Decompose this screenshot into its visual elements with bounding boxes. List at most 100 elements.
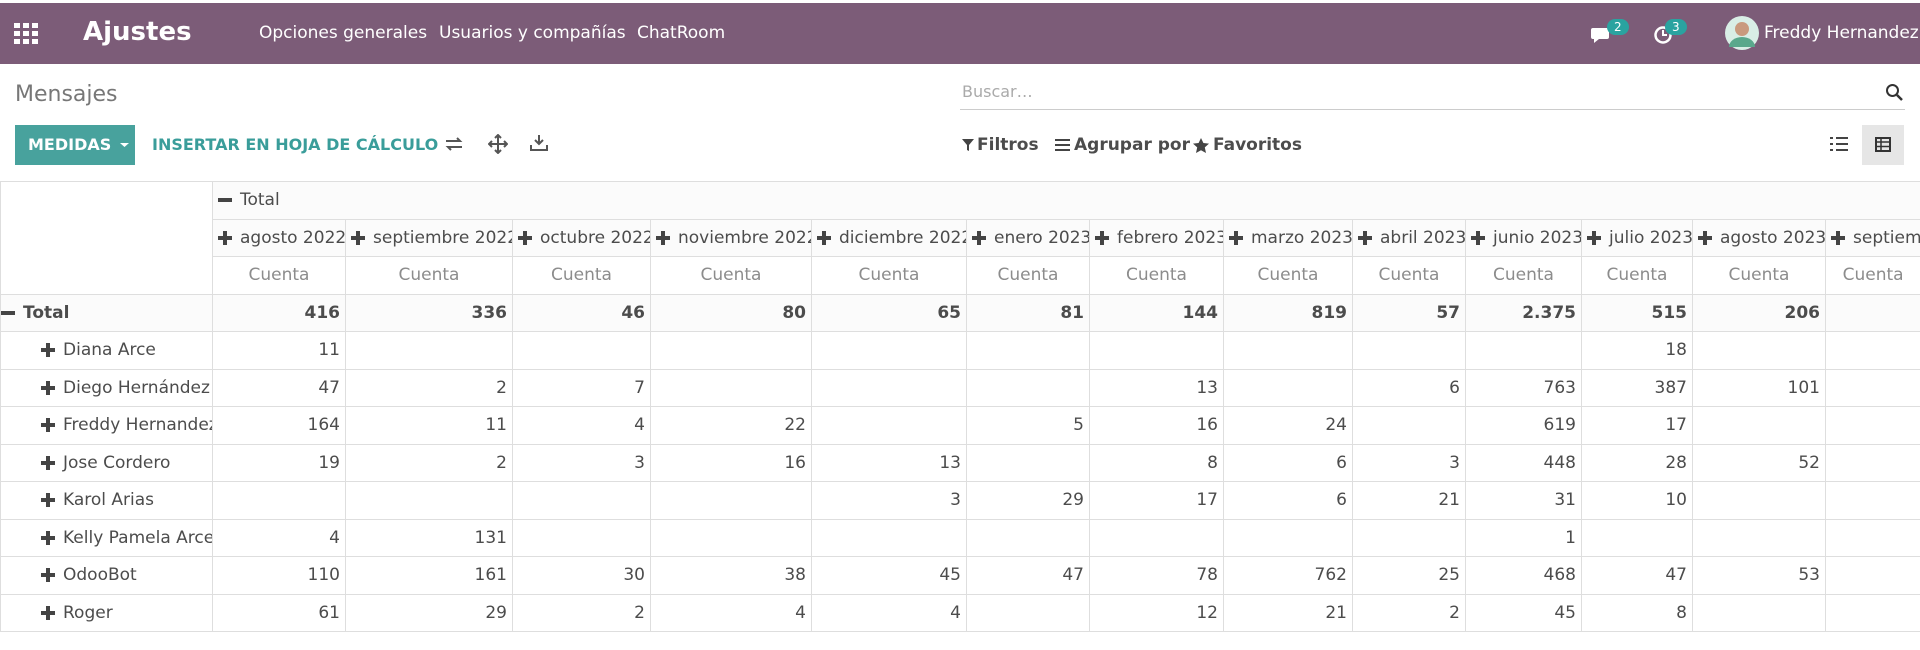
cell: 4 [650, 593, 812, 632]
download-icon[interactable] [530, 134, 548, 152]
user-name[interactable]: Freddy Hernandez [1764, 23, 1919, 43]
column-header[interactable]: septiembre 2023 [1824, 218, 1920, 257]
cell-value: 38 [784, 565, 806, 586]
cell: 46 [512, 293, 651, 332]
row-header[interactable]: Karol Arias [0, 481, 213, 520]
search-icon[interactable] [1885, 83, 1903, 101]
cell: 29 [345, 593, 513, 632]
row-label: Diana Arce [63, 340, 156, 361]
cell [966, 368, 1090, 407]
cell-value: 4 [795, 602, 806, 623]
favorites-button[interactable]: Favoritos [1193, 135, 1302, 155]
cell [1824, 368, 1920, 407]
cell: 5 [966, 406, 1090, 445]
cell-value: 4 [950, 602, 961, 623]
column-header[interactable]: abril 2023 [1352, 218, 1466, 257]
favorites-label: Favoritos [1213, 135, 1302, 155]
filters-button[interactable]: Filtros [962, 135, 1039, 155]
cell: 416 [212, 293, 346, 332]
cell-value: 61 [318, 602, 340, 623]
measures-button[interactable]: MEDIDAS [15, 125, 135, 165]
cell: 45 [811, 556, 967, 595]
column-total-header[interactable]: Total [211, 181, 1920, 220]
menu-item[interactable]: Opciones generales [259, 23, 428, 43]
cell [512, 481, 651, 520]
list-view-icon[interactable] [1830, 136, 1848, 152]
expand-icon [817, 230, 831, 245]
column-header[interactable]: agosto 2022 [212, 218, 346, 257]
group-by-button[interactable]: Agrupar por [1055, 135, 1190, 155]
column-label: agosto 2022 [240, 227, 346, 248]
menu-item[interactable]: Usuarios y compañías [439, 23, 626, 43]
cell: 164 [212, 406, 346, 445]
row-header[interactable]: Roger [0, 593, 213, 632]
expand-icon[interactable] [488, 134, 508, 154]
cell: 16 [650, 443, 812, 482]
cell-value: 21 [1325, 602, 1347, 623]
row-header[interactable]: Jose Cordero [0, 443, 213, 482]
cell: 2 [345, 443, 513, 482]
expand-icon [1831, 230, 1845, 245]
cell: 25 [1352, 556, 1466, 595]
row-header[interactable]: OdooBot [0, 556, 213, 595]
activity-icon[interactable] [1653, 25, 1673, 45]
cell-value: 45 [1554, 602, 1576, 623]
cell-value: 3 [950, 490, 961, 511]
cell [1692, 331, 1826, 370]
column-header[interactable]: febrero 2023 [1089, 218, 1224, 257]
cell-value: 4 [634, 415, 645, 436]
pivot-row: Jose Cordero 19 2 3 16 13 8 6 3 448 28 52 [0, 443, 1920, 482]
cell-value: 161 [474, 565, 507, 586]
search-box[interactable]: Buscar… [960, 80, 1905, 110]
pivot-row: OdooBot 110 161 30 38 45 47 78 762 25 468 47 53 [0, 556, 1920, 595]
cell-value: 80 [782, 302, 806, 323]
cell-value: 29 [485, 602, 507, 623]
pivot-icon [1875, 137, 1891, 152]
column-header[interactable]: enero 2023 [966, 218, 1090, 257]
cell-value: 448 [1543, 452, 1576, 473]
column-header[interactable]: noviembre 2022 [650, 218, 812, 257]
row-header[interactable]: Freddy Hernandez [0, 406, 213, 445]
column-label: septiembre 2023 [1853, 227, 1920, 248]
cell: 12 [1089, 593, 1224, 632]
column-header[interactable]: octubre 2022 [512, 218, 651, 257]
cell: 762 [1223, 556, 1353, 595]
menu-item[interactable]: ChatRoom [637, 23, 726, 43]
column-header[interactable]: septiembre 2022 [345, 218, 513, 257]
flip-axis-icon[interactable] [444, 135, 464, 153]
avatar[interactable] [1724, 15, 1760, 51]
pivot-view-button[interactable] [1862, 125, 1904, 165]
cell-value: 763 [1543, 377, 1576, 398]
row-header[interactable]: Kelly Pamela Arce [0, 518, 213, 557]
cell: 6 [1223, 443, 1353, 482]
cell: 2 [512, 593, 651, 632]
chat-icon[interactable] [1590, 25, 1612, 45]
column-header[interactable]: marzo 2023 [1223, 218, 1353, 257]
insert-button[interactable]: INSERTAR EN HOJA DE CÁLCULO [152, 135, 439, 154]
cell [1352, 406, 1466, 445]
measure-label: Cuenta [997, 265, 1059, 286]
measure-label: Cuenta [551, 265, 612, 286]
row-header[interactable]: Total [0, 293, 213, 332]
cell-value: 11 [485, 415, 507, 436]
column-header[interactable]: julio 2023 [1581, 218, 1693, 257]
column-header[interactable]: junio 2023 [1465, 218, 1582, 257]
brand[interactable]: Ajustes [83, 17, 192, 47]
column-header[interactable]: diciembre 2022 [811, 218, 967, 257]
column-label: marzo 2023 [1251, 227, 1353, 248]
cell [1223, 518, 1353, 557]
column-header[interactable]: agosto 2023 [1692, 218, 1826, 257]
cell: 17 [1089, 481, 1224, 520]
measure-header: Cuenta [1465, 256, 1582, 295]
cell: 144 [1089, 293, 1224, 332]
row-header[interactable]: Diana Arce [0, 331, 213, 370]
cell-value: 13 [939, 452, 961, 473]
row-header[interactable]: Diego Hernández [0, 368, 213, 407]
cell-value: 31 [1554, 490, 1576, 511]
cell-value: 11 [318, 340, 340, 361]
apps-icon[interactable] [14, 23, 38, 45]
cell-value: 47 [1062, 565, 1084, 586]
cell-value: 25 [1438, 565, 1460, 586]
cell-value: 19 [318, 452, 340, 473]
